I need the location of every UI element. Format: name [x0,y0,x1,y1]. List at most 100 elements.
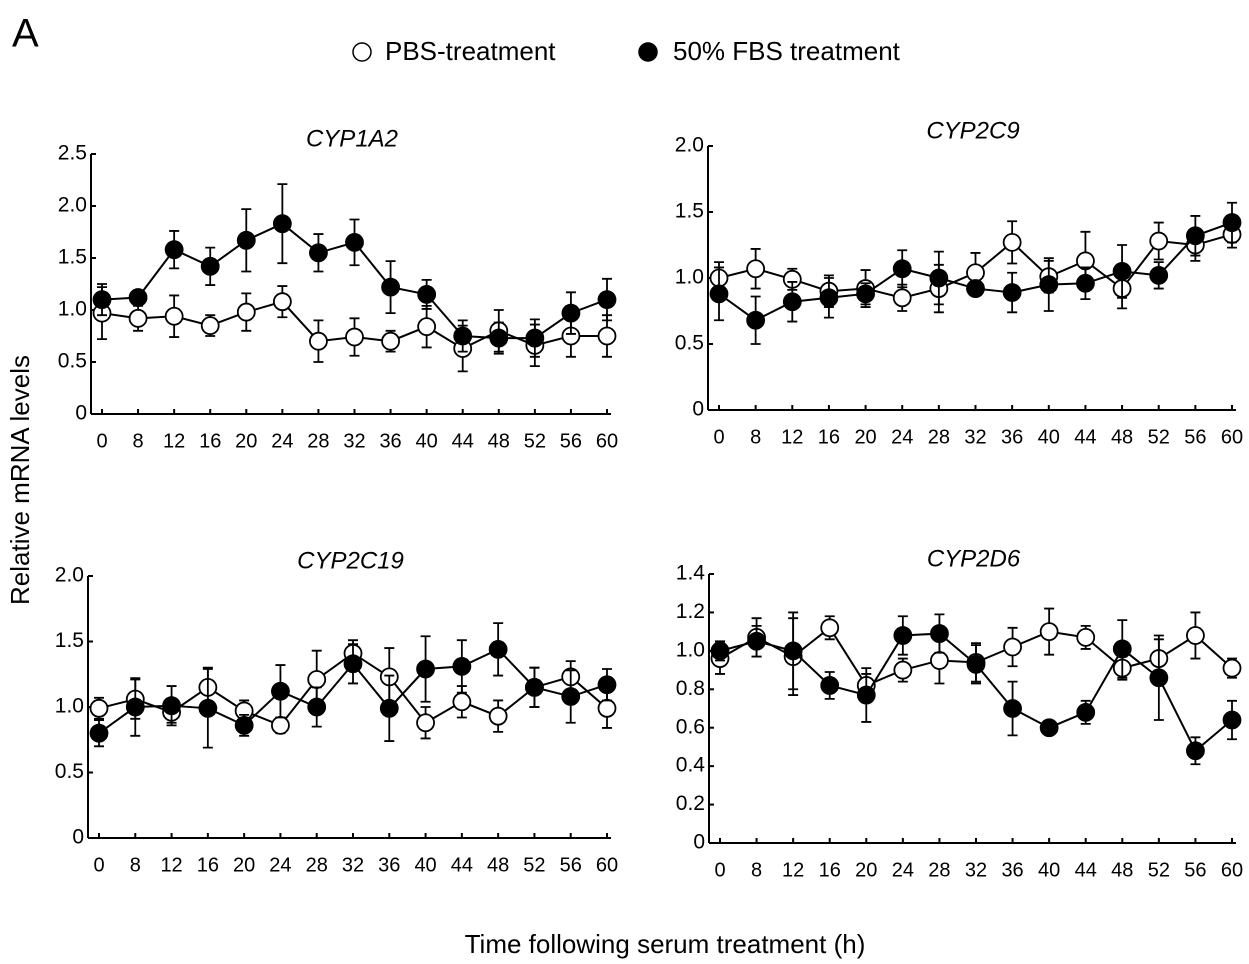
data-point [200,316,220,336]
data-point [271,715,290,735]
data-point [128,308,148,328]
x-tick-label: 40 [1038,426,1060,448]
x-tick-label: 44 [1075,859,1097,881]
y-tick-label: 0 [75,402,87,425]
x-tick-label: 16 [199,430,221,452]
x-tick-label: 36 [378,854,400,876]
data-point [892,259,912,279]
data-point [489,328,509,348]
y-tick-label: 1.0 [58,298,87,321]
data-point [597,326,617,346]
data-point [236,302,256,322]
data-point [488,639,508,659]
data-point [782,292,802,312]
x-tick-label: 16 [818,426,840,448]
data-point [89,698,109,718]
panel-label: A [12,12,39,56]
data-point [966,263,985,283]
y-tick-label: 0.4 [676,754,706,777]
data-point [525,328,545,348]
x-tick-label: 48 [487,854,509,876]
data-point [856,685,876,705]
data-point [309,243,328,263]
data-point [164,306,184,326]
data-point [1149,668,1169,688]
x-tick-label: 0 [714,859,725,881]
data-point [1112,639,1132,659]
data-point [89,723,109,743]
data-point [307,697,327,717]
data-point [1112,261,1132,281]
data-point [1076,628,1096,647]
y-tick-label: 0.2 [676,792,705,815]
data-point [929,268,949,288]
x-tick-label: 32 [965,859,987,881]
x-tick-label: 20 [855,859,877,881]
x-tick-label: 52 [1148,426,1170,448]
data-point [1222,213,1242,232]
data-point [1039,275,1059,295]
data-point [452,656,472,676]
data-point [381,331,400,351]
data-point [709,284,729,304]
x-tick-label: 8 [751,859,762,881]
data-point [746,310,766,330]
data-point [893,660,913,680]
data-point [1186,741,1205,761]
x-axis-label: Time following serum treatment (h) [465,929,866,959]
x-tick-label: 24 [892,859,914,881]
data-point [162,696,181,716]
legend-label: PBS-treatment [385,36,556,66]
data-point [236,230,256,250]
data-point [343,654,363,674]
data-point [92,290,112,310]
data-point [379,698,399,718]
data-point [417,284,437,304]
chart-title: CYP1A2 [306,125,398,152]
x-tick-label: 56 [1184,426,1206,448]
x-tick-label: 24 [269,854,291,876]
y-tick-label: 1.0 [675,266,704,289]
x-tick-label: 52 [524,430,546,452]
y-tick-label: 0.6 [676,715,705,738]
x-tick-label: 60 [1221,859,1243,881]
data-point [453,326,473,346]
y-tick-label: 1.0 [676,638,705,661]
data-point [452,692,472,712]
x-tick-label: 52 [523,854,545,876]
x-tick-label: 40 [1038,859,1060,881]
x-tick-label: 60 [596,430,618,452]
y-tick-label: 1.5 [58,246,87,269]
y-tick-label: 2.5 [58,142,87,165]
y-tick-label: 1.5 [55,629,84,652]
x-tick-label: 56 [1184,859,1206,881]
x-tick-label: 32 [343,430,365,452]
x-tick-label: 24 [271,430,293,452]
data-point [856,284,875,304]
x-tick-label: 28 [928,859,950,881]
x-tick-label: 24 [891,426,913,448]
x-tick-label: 52 [1148,859,1170,881]
y-tick-label: 0.5 [55,760,84,783]
data-point [488,706,508,726]
x-tick-label: 28 [307,430,329,452]
x-tick-label: 40 [414,854,436,876]
legend-label: 50% FBS treatment [673,36,901,66]
data-point [1186,626,1205,645]
data-point [417,317,437,337]
legend-marker [352,42,372,62]
data-point [381,277,400,297]
data-point [309,331,328,351]
x-tick-label: 48 [1111,859,1133,881]
x-tick-label: 44 [452,430,474,452]
x-tick-label: 28 [928,426,950,448]
y-tick-label: 2.0 [58,194,87,217]
x-tick-label: 48 [1111,426,1133,448]
x-tick-label: 12 [163,430,185,452]
data-point [1222,658,1242,678]
x-tick-label: 20 [235,430,257,452]
legend-marker [638,42,658,62]
data-point [893,626,913,645]
x-tick-label: 32 [342,854,364,876]
y-tick-label: 0.8 [676,677,705,700]
